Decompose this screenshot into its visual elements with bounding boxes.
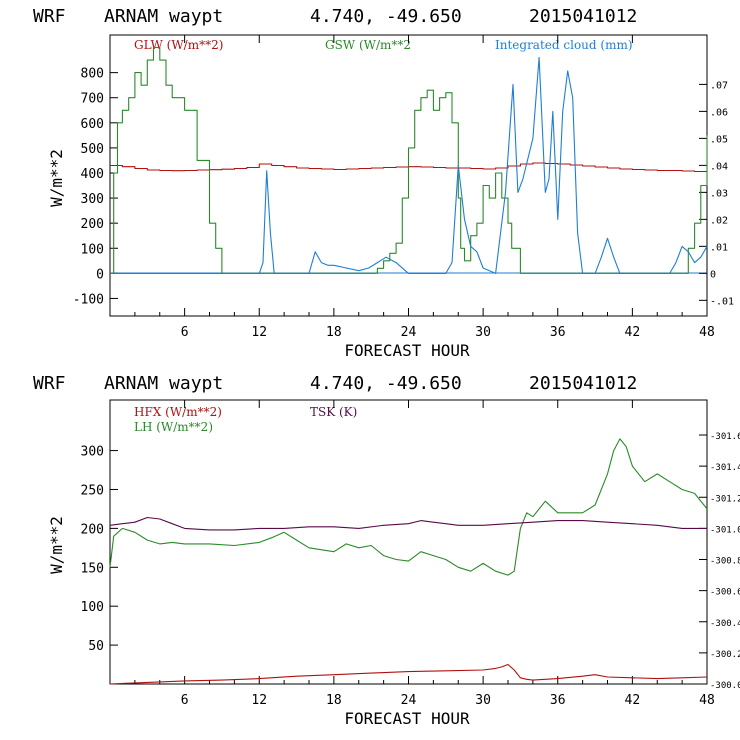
x-tick-label: 36 (550, 693, 566, 708)
p1-x-axis-label: FORECAST HOUR (344, 341, 470, 360)
y-tick-label: 0 (96, 267, 104, 282)
y-tick-label: -100 (73, 292, 104, 307)
p2-x-axis-label: FORECAST HOUR (344, 709, 470, 728)
y2-tick-label: -300.4 (710, 619, 740, 629)
x-tick-label: 12 (251, 693, 267, 708)
y2-tick-label: 0 (710, 269, 716, 280)
p2-legend-hfx: HFX (W/m**2) (134, 405, 222, 419)
p1-header-coords: 4.740, -49.650 (310, 6, 462, 27)
y2-tick-label: -301.4 (710, 463, 740, 473)
y-tick-label: 200 (81, 522, 104, 537)
series-line-integrated (110, 56, 708, 274)
y2-tick-label: -300.2 (710, 650, 740, 660)
y2-tick-label: .01 (710, 242, 728, 253)
p1-legend-cloud: Integrated cloud (mm) (495, 38, 633, 52)
y-tick-label: 200 (81, 217, 104, 232)
y-tick-label: 100 (81, 242, 104, 257)
p2-y-ticks: 50 100 150 200 250 300 (81, 445, 118, 654)
y-tick-label: 500 (81, 142, 104, 157)
y-tick-label: 100 (81, 600, 104, 615)
series-line-tsk (109, 516, 707, 531)
p2-x-ticks: 6 12 18 24 30 36 42 48 (134, 400, 715, 708)
p2-legend-tsk: TSK (K) (310, 405, 357, 419)
y2-tick-label: .05 (710, 134, 728, 145)
x-tick-label: 12 (251, 325, 267, 340)
y-tick-label: 400 (81, 167, 104, 182)
x-tick-label: 36 (550, 325, 566, 340)
y2-tick-label: -301.0 (710, 525, 740, 535)
y2-tick-label: .07 (710, 80, 728, 91)
x-tick-label: 30 (475, 693, 491, 708)
x-tick-label: 18 (326, 325, 342, 340)
x-tick-label: 42 (625, 325, 641, 340)
p2-y2-ticks: -300.0 -300.2 -300.4 -300.6 -300.8 -301.0 -301… (699, 432, 740, 691)
p2-header-coords: 4.740, -49.650 (310, 373, 462, 394)
p1-header-init: 2015041012 (529, 6, 637, 27)
x-tick-label: 48 (699, 693, 715, 708)
y-tick-label: 50 (88, 639, 104, 654)
y-tick-label: 600 (81, 117, 104, 132)
p1-legend-glw: GLW (W/m**2) (134, 38, 223, 52)
y2-tick-label: -301.6 (710, 432, 740, 442)
p2-header-model: WRF (33, 373, 66, 394)
y-tick-label: 300 (81, 192, 104, 207)
p1-x-ticks: 6 12 18 24 30 36 42 48 (134, 35, 715, 340)
x-tick-label: 30 (475, 325, 491, 340)
x-tick-label: 18 (326, 693, 342, 708)
x-tick-label: 48 (699, 325, 715, 340)
y2-tick-label: .03 (710, 188, 728, 199)
y2-tick-label: .02 (710, 215, 728, 226)
y-tick-label: 700 (81, 92, 104, 107)
p1-series (110, 46, 708, 274)
series-line-hfx (109, 663, 708, 685)
p1-y-axis-label: W/m**2 (47, 149, 66, 207)
y2-tick-label: .06 (710, 107, 728, 118)
p1-header-site: ARNAM waypt (104, 6, 223, 27)
x-tick-label: 24 (401, 325, 417, 340)
p1-header-model: WRF (33, 6, 66, 27)
y2-tick-label: -300.8 (710, 557, 740, 567)
y-tick-label: 300 (81, 445, 104, 460)
y2-tick-label: -300.0 (710, 681, 740, 691)
series-line-gsw (110, 46, 708, 274)
p1-y-ticks: -100 0 100 200 300 400 500 600 700 800 (73, 67, 118, 307)
y2-tick-label: -300.6 (710, 588, 740, 598)
x-tick-label: 6 (181, 693, 189, 708)
panel-1: WRF ARNAM waypt 4.740, -49.650 201504101… (33, 6, 734, 360)
panel-2: WRF ARNAM waypt 4.740, -49.650 201504101… (33, 373, 740, 728)
y-tick-label: 250 (81, 483, 104, 498)
y-tick-label: 150 (81, 561, 104, 576)
y2-tick-label: -301.2 (710, 494, 740, 504)
y2-tick-label: -.01 (710, 296, 734, 307)
p2-y-axis-label: W/m**2 (47, 516, 66, 574)
series-line-lh (109, 438, 708, 576)
p1-legend-gsw: GSW (W/m**2 (325, 38, 411, 52)
p2-header-site: ARNAM waypt (104, 373, 223, 394)
y2-tick-label: .04 (710, 161, 728, 172)
p2-legend-lh: LH (W/m**2) (134, 420, 213, 434)
x-tick-label: 42 (625, 693, 641, 708)
p1-y2-ticks: -.01 0 .01 .02 .03 .04 .05 .06 .07 (699, 80, 734, 307)
p2-header-init: 2015041012 (529, 373, 637, 394)
x-tick-label: 24 (401, 693, 417, 708)
x-tick-label: 6 (181, 325, 189, 340)
y-tick-label: 800 (81, 67, 104, 82)
p2-series (109, 438, 708, 685)
